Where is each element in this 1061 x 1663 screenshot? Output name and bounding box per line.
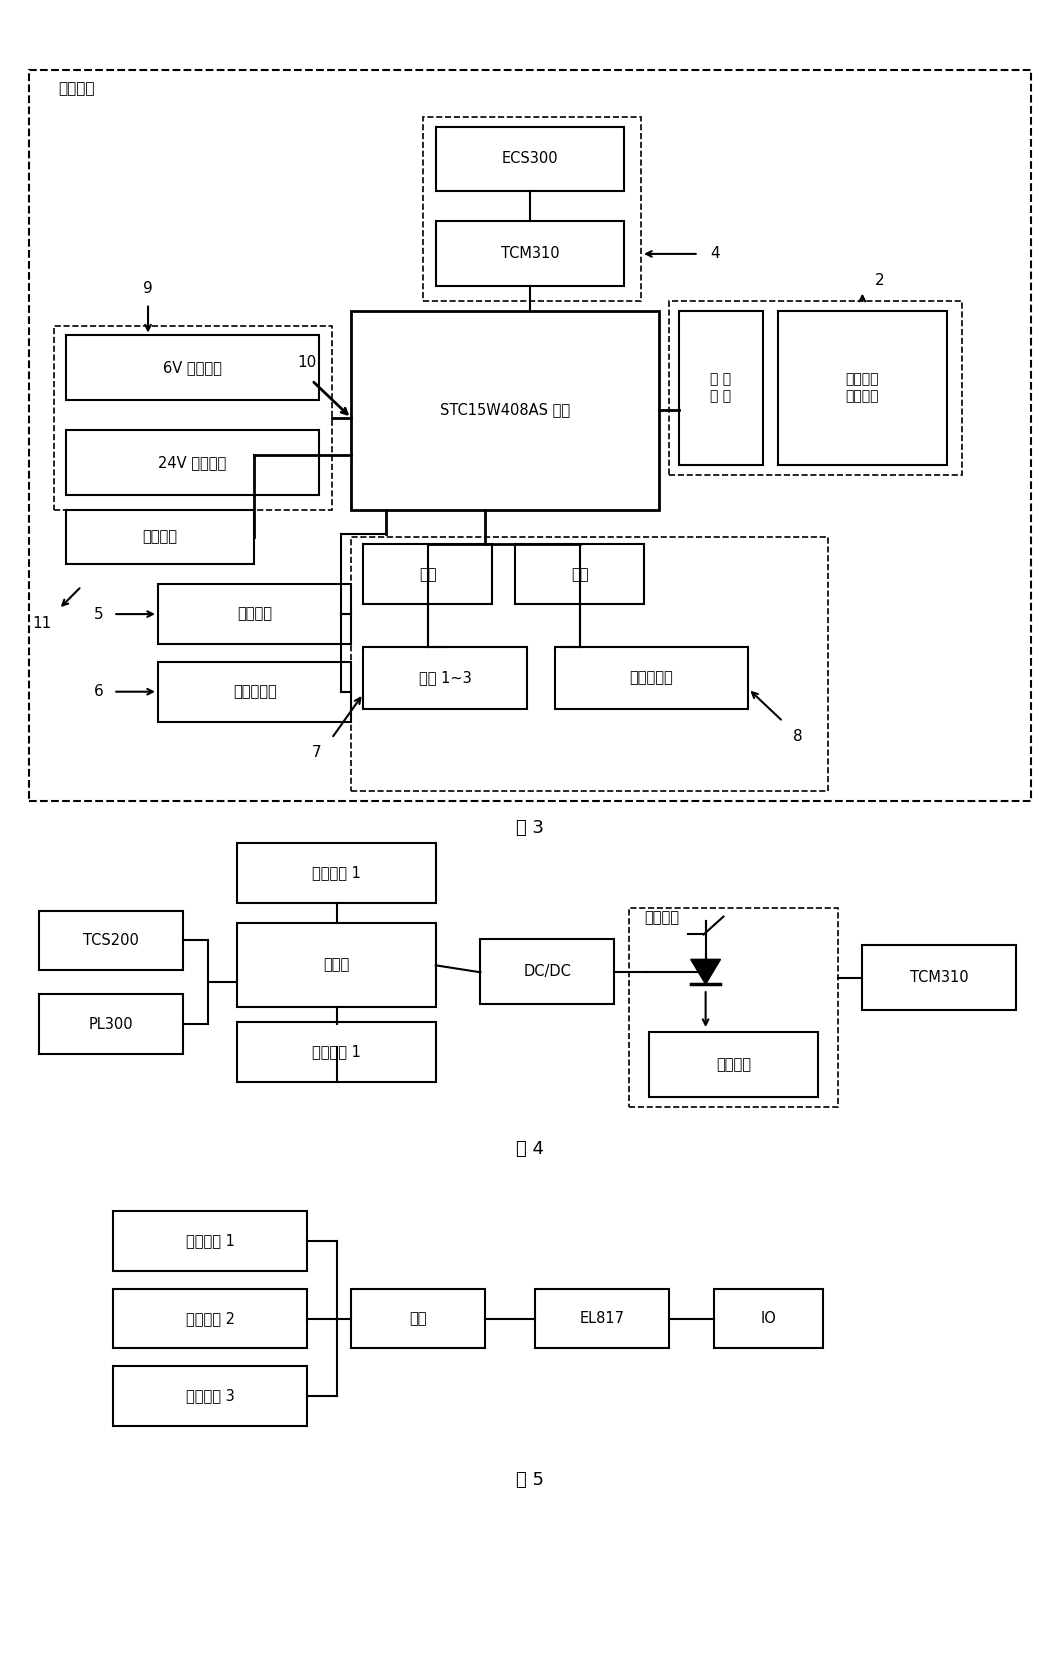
- Bar: [39, 994, 182, 1054]
- Text: 光耦: 光耦: [571, 567, 589, 582]
- Text: 电控开关 1: 电控开关 1: [312, 865, 361, 880]
- Bar: [66, 431, 318, 494]
- Text: PL300: PL300: [88, 1016, 133, 1031]
- Bar: [481, 940, 614, 1004]
- Text: 光耦: 光耦: [419, 567, 436, 582]
- Text: 9: 9: [143, 281, 153, 296]
- Bar: [778, 311, 946, 466]
- Bar: [238, 843, 436, 903]
- Bar: [863, 946, 1016, 1009]
- Text: 低功耗高
清摄像机: 低功耗高 清摄像机: [846, 373, 880, 402]
- Text: 6V 电源管理: 6V 电源管理: [162, 361, 222, 376]
- Bar: [516, 544, 644, 604]
- Text: 2: 2: [875, 273, 885, 288]
- Text: 图 5: 图 5: [516, 1470, 544, 1488]
- Text: ECS300: ECS300: [502, 151, 558, 166]
- Text: DC/DC: DC/DC: [523, 965, 571, 980]
- Bar: [66, 509, 255, 564]
- Text: 网 络
接 口: 网 络 接 口: [711, 373, 731, 402]
- Text: 门控开关 3: 门控开关 3: [186, 1389, 234, 1404]
- Text: 灯色信号: 灯色信号: [238, 607, 273, 622]
- Bar: [679, 311, 763, 466]
- Text: 10: 10: [297, 356, 316, 371]
- Text: 比较器: 比较器: [324, 958, 350, 973]
- Text: 门控 1~3: 门控 1~3: [419, 670, 471, 685]
- Text: 8: 8: [793, 728, 802, 743]
- Text: TCS200: TCS200: [83, 933, 139, 948]
- Text: 临时储能: 临时储能: [644, 910, 679, 925]
- Text: 倒计时信号: 倒计时信号: [232, 683, 277, 698]
- Polygon shape: [691, 960, 720, 984]
- Bar: [363, 647, 527, 708]
- Text: 图 4: 图 4: [516, 1141, 544, 1159]
- Text: TCM310: TCM310: [501, 246, 559, 261]
- Bar: [238, 923, 436, 1008]
- Bar: [158, 662, 351, 722]
- Bar: [714, 1289, 822, 1349]
- Bar: [114, 1289, 307, 1349]
- Bar: [649, 1033, 818, 1096]
- Text: 6: 6: [93, 683, 103, 698]
- Text: 7: 7: [312, 745, 321, 760]
- Bar: [39, 911, 182, 970]
- Bar: [436, 221, 624, 286]
- Bar: [29, 70, 1031, 802]
- Bar: [363, 544, 492, 604]
- Bar: [535, 1289, 668, 1349]
- Text: EL817: EL817: [579, 1310, 625, 1325]
- Text: 跌落传感器: 跌落传感器: [629, 670, 674, 685]
- Bar: [351, 311, 659, 509]
- Text: 4: 4: [711, 246, 720, 261]
- Bar: [436, 126, 624, 191]
- Bar: [668, 301, 961, 476]
- Bar: [629, 908, 837, 1106]
- Bar: [158, 584, 351, 644]
- Text: 图 3: 图 3: [516, 818, 544, 836]
- Text: 门控开关 2: 门控开关 2: [186, 1310, 234, 1325]
- Bar: [114, 1211, 307, 1271]
- Text: 门控开关 1: 门控开关 1: [186, 1234, 234, 1249]
- Text: 24V 电源管理: 24V 电源管理: [158, 456, 226, 471]
- Text: 法拉电容: 法拉电容: [716, 1056, 751, 1073]
- Bar: [351, 1289, 485, 1349]
- Bar: [238, 1023, 436, 1081]
- Bar: [423, 116, 641, 301]
- Bar: [66, 336, 318, 401]
- Text: STC15W408AS 系列: STC15W408AS 系列: [440, 402, 570, 417]
- Text: 与门: 与门: [410, 1310, 428, 1325]
- Text: 5: 5: [93, 607, 103, 622]
- Text: IO: IO: [760, 1310, 776, 1325]
- Text: 11: 11: [33, 615, 52, 630]
- Text: TCM310: TCM310: [910, 970, 969, 984]
- Bar: [114, 1367, 307, 1425]
- Bar: [555, 647, 748, 708]
- Bar: [54, 326, 332, 509]
- Text: 故障降级: 故障降级: [142, 529, 177, 544]
- Bar: [351, 537, 828, 792]
- Text: 控制从机: 控制从机: [58, 81, 95, 96]
- Text: 电控开关 1: 电控开关 1: [312, 1044, 361, 1059]
